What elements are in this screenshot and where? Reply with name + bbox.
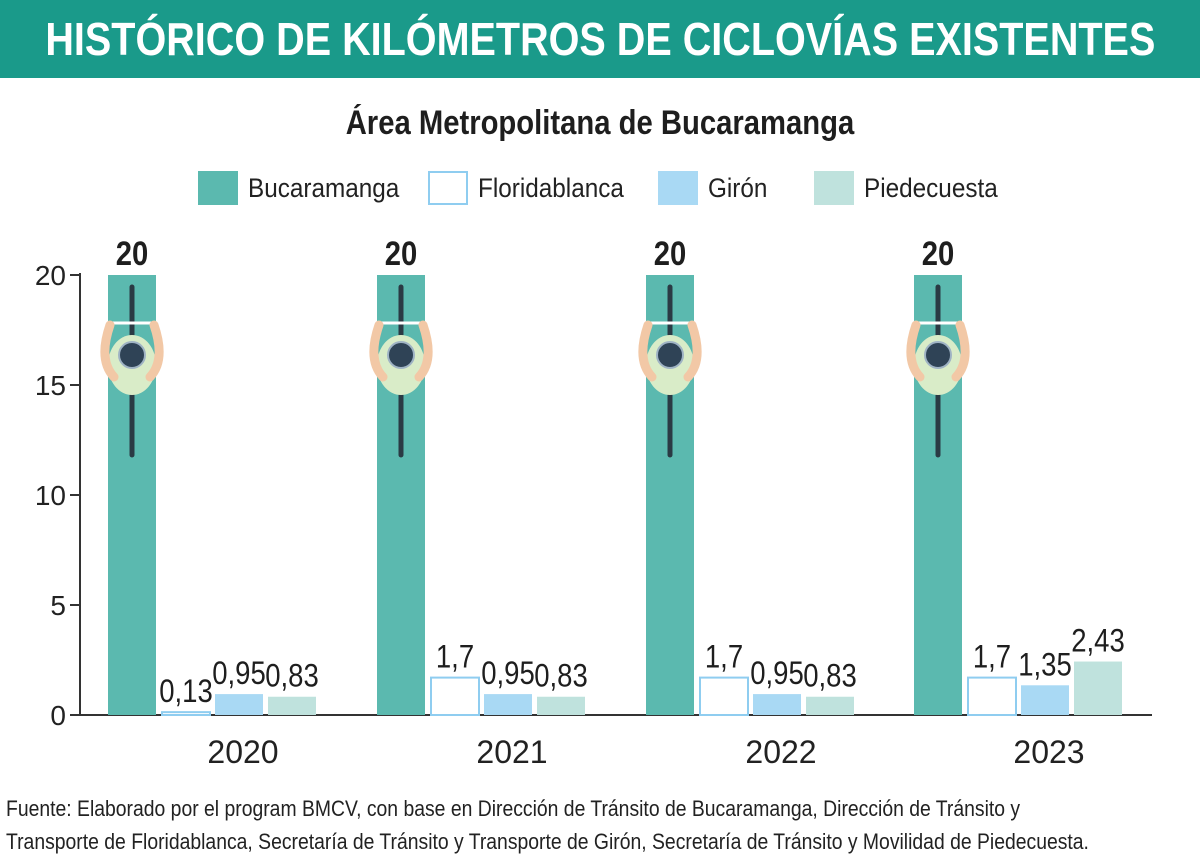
source-note-line-2: Transporte de Floridablanca, Secretaría … [6,829,1089,854]
x-tick-label: 2020 [207,734,278,770]
data-label: 0,95 [750,656,804,691]
data-label: 1,7 [436,640,474,675]
bar-girn-2021 [484,694,532,715]
source-note: Fuente: Elaborado por el program BMCV, c… [6,792,1089,858]
legend-label-giron: Girón [708,172,768,203]
helmet-icon [656,341,684,369]
data-label: 1,7 [705,640,743,675]
bar-girn-2020 [215,694,263,715]
chart-title: HISTÓRICO DE KILÓMETROS DE CICLOVÍAS EXI… [45,13,1155,65]
legend: Bucaramanga Floridablanca Girón Piedecue… [0,168,1200,208]
rider-arm-icon [683,320,702,382]
legend-label-bucaramanga: Bucaramanga [248,172,400,203]
y-tick-label: 5 [50,590,66,621]
bar-piedecuesta-2021 [537,696,585,715]
bar-girn-2023 [1021,685,1069,715]
source-note-line-1: Fuente: Elaborado por el program BMCV, c… [6,796,1021,821]
data-label: 0,83 [534,659,588,694]
data-label: 1,35 [1018,647,1072,682]
data-label: 0,95 [212,656,266,691]
bar-floridablanca-2022 [699,676,749,717]
helmet-icon [924,341,952,369]
rider-arm-icon [951,320,970,382]
x-tick-label: 2023 [1013,734,1084,770]
bar-floridablanca-2023 [967,676,1017,717]
data-label: 20 [654,234,687,273]
legend-item-floridablanca: Floridablanca [428,168,640,208]
bar-piedecuesta-2023 [1074,661,1122,715]
legend-swatch-piedecuesta [814,171,854,205]
legend-swatch-floridablanca [428,171,468,205]
rider-arm-icon [369,320,388,382]
data-label: 0,95 [481,656,535,691]
legend-swatch-giron [658,171,698,205]
bar-girn-2022 [753,694,801,715]
data-label: 1,7 [973,640,1011,675]
legend-item-bucaramanga: Bucaramanga [198,168,416,208]
legend-label-piedecuesta: Piedecuesta [864,172,998,203]
bar-piedecuesta-2022 [806,696,854,715]
data-label: 2,43 [1071,624,1125,659]
x-tick-label: 2021 [476,734,547,770]
bar-floridablanca-2020 [161,711,211,717]
legend-label-floridablanca: Floridablanca [478,172,624,203]
helmet-icon [387,341,415,369]
y-tick-label: 10 [35,480,66,511]
data-label: 0,83 [803,659,857,694]
rider-arm-icon [906,320,925,382]
legend-item-piedecuesta: Piedecuesta [814,168,1013,208]
rider-arm-icon [414,320,433,382]
helmet-icon [118,341,146,369]
bar-floridablanca-2021 [430,676,480,717]
data-label: 20 [385,234,418,273]
title-banner: HISTÓRICO DE KILÓMETROS DE CICLOVÍAS EXI… [0,0,1200,78]
bar-piedecuesta-2020 [268,696,316,715]
rider-arm-icon [100,320,119,382]
y-tick-label: 15 [35,370,66,401]
data-label: 0,13 [159,674,213,709]
data-label: 20 [922,234,955,273]
data-label: 20 [116,234,149,273]
y-tick-label: 20 [35,260,66,291]
data-label: 0,83 [265,659,319,694]
x-tick-label: 2022 [745,734,816,770]
y-tick-label: 0 [50,700,66,731]
rider-arm-icon [638,320,657,382]
legend-swatch-bucaramanga [198,171,238,205]
rider-arm-icon [145,320,164,382]
legend-item-giron: Girón [658,168,774,208]
chart-subtitle: Área Metropolitana de Bucaramanga [345,104,855,142]
